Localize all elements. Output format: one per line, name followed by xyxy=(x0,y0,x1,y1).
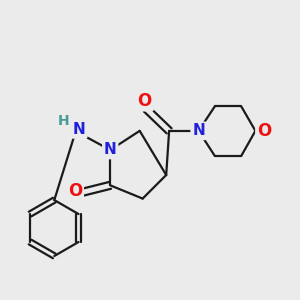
Text: N: N xyxy=(104,142,117,158)
Text: O: O xyxy=(138,92,152,110)
Text: N: N xyxy=(73,122,86,137)
Text: O: O xyxy=(257,122,272,140)
Text: N: N xyxy=(192,123,205,138)
Text: O: O xyxy=(68,182,82,200)
Text: H: H xyxy=(58,114,70,128)
